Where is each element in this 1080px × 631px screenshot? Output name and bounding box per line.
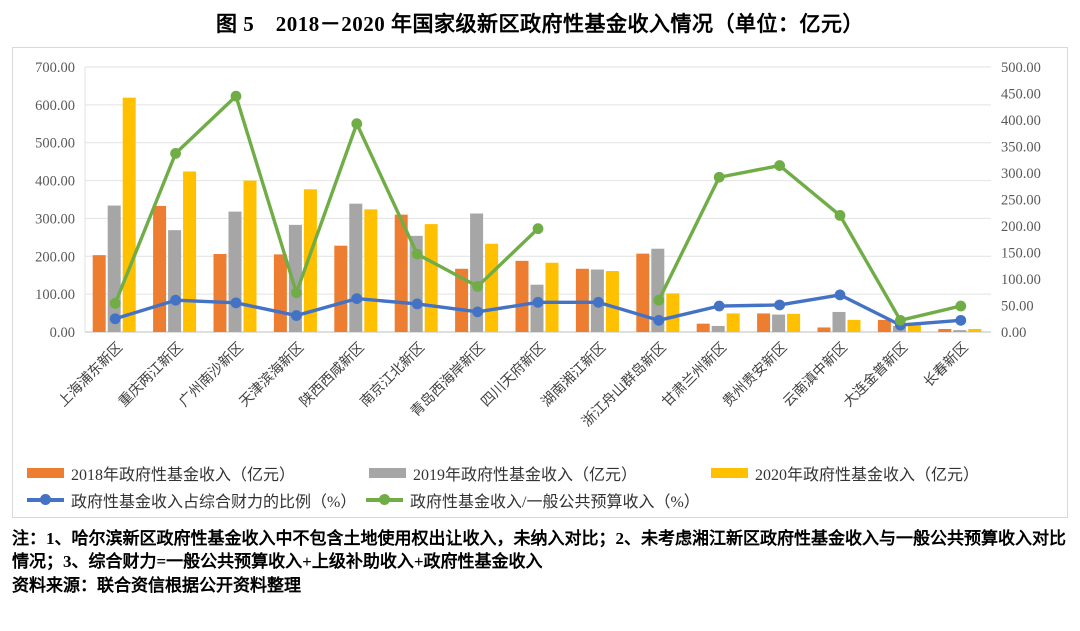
svg-text:500.00: 500.00 (35, 136, 75, 152)
chart-area: 0.00 100.00 200.00 300.00 400.00 500.00 600.00… (12, 47, 1068, 518)
source-note: 资料来源：联合资信根据公开资料整理 (12, 576, 301, 596)
svg-text:350.00: 350.00 (1001, 140, 1041, 156)
legend-label-ratio-budget: 政府性基金收入/一般公共预算收入（%） (410, 494, 700, 511)
svg-text:100.00: 100.00 (35, 287, 75, 303)
svg-text:400.00: 400.00 (35, 174, 75, 190)
legend-swatch-2020-bar (711, 468, 748, 478)
svg-text:200.00: 200.00 (35, 249, 75, 265)
combo-chart-canvas: 0.00 100.00 200.00 300.00 400.00 500.00 600.00… (35, 60, 1041, 431)
legend-swatch-2019-bar (369, 468, 406, 478)
svg-text:300.00: 300.00 (35, 211, 75, 227)
svg-text:600.00: 600.00 (35, 98, 75, 114)
svg-text:100.00: 100.00 (1001, 272, 1041, 288)
line-series-1[interactable] (109, 90, 967, 326)
legend-item-2019[interactable]: 2019年政府性基金收入（亿元） (369, 461, 637, 485)
svg-text:200.00: 200.00 (1001, 219, 1041, 235)
left-axis-ticks: 0.00 100.00 200.00 300.00 400.00 500.00 600.00… (35, 60, 75, 341)
chart-note: 注：1、哈尔滨新区政府性基金收入中不包含土地使用权出让收入，未纳入对比；2、未考… (12, 529, 1066, 571)
legend-label-2018: 2018年政府性基金收入（亿元） (71, 467, 296, 484)
legend-item-ratio-comprehensive[interactable]: 政府性基金收入占综合财力的比例（%） (27, 488, 356, 512)
legend-swatch-green-line (366, 494, 403, 505)
right-axis-ticks: 0.00 50.00 100.00 150.00 200.00 250.00 300.00 3… (1001, 60, 1041, 341)
svg-text:长春新区: 长春新区 (921, 340, 972, 391)
bar-series-2[interactable] (122, 97, 982, 332)
svg-text:50.00: 50.00 (1001, 299, 1034, 315)
bar-series-0[interactable] (92, 205, 952, 332)
svg-text:450.00: 450.00 (1001, 87, 1041, 103)
svg-text:大连金普新区: 大连金普新区 (841, 340, 912, 411)
legend-item-2020[interactable]: 2020年政府性基金收入（亿元） (711, 461, 979, 485)
figure-title: 图 5 2018－2020 年国家级新区政府性基金收入情况（单位：亿元） (216, 12, 864, 36)
bar-series-1[interactable] (107, 203, 967, 332)
svg-text:700.00: 700.00 (35, 60, 75, 76)
svg-text:300.00: 300.00 (1001, 166, 1041, 182)
legend-item-2018[interactable]: 2018年政府性基金收入（亿元） (27, 461, 295, 485)
svg-text:500.00: 500.00 (1001, 60, 1041, 76)
svg-text:150.00: 150.00 (1001, 246, 1041, 262)
legend-label-2019: 2019年政府性基金收入（亿元） (413, 467, 638, 484)
legend-label-ratio-comprehensive: 政府性基金收入占综合财力的比例（%） (71, 494, 357, 511)
svg-text:250.00: 250.00 (1001, 193, 1041, 209)
legend-label-2020: 2020年政府性基金收入（亿元） (755, 467, 980, 484)
svg-text:0.00: 0.00 (50, 325, 75, 341)
legend-item-ratio-budget[interactable]: 政府性基金收入/一般公共预算收入（%） (366, 488, 700, 512)
footnotes: 注：1、哈尔滨新区政府性基金收入中不包含土地使用权出让收入，未纳入对比；2、未考… (12, 528, 1070, 598)
x-axis-labels: 上海浦东新区重庆两江新区广州南沙新区天津滨海新区陕西西咸新区南京江北新区青岛西海… (55, 340, 971, 431)
legend-swatch-2018-bar (27, 468, 64, 478)
legend-swatch-blue-line (27, 494, 64, 505)
svg-text:400.00: 400.00 (1001, 113, 1041, 129)
line-series-0[interactable] (109, 289, 967, 331)
svg-text:0.00: 0.00 (1001, 325, 1026, 341)
